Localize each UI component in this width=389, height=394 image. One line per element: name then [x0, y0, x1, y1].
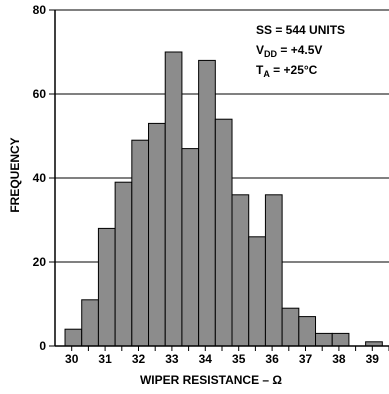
- vdd-annotation: VDD = +4.5V: [256, 43, 322, 59]
- histogram-bar: [181, 148, 200, 347]
- histogram-bar: [114, 181, 133, 347]
- legend-box: SS = 544 UNITS VDD = +4.5V TA = +25°C: [256, 23, 345, 79]
- histogram-bar: [315, 332, 333, 347]
- x-tick-label: 36: [265, 352, 279, 366]
- histogram-bar: [214, 118, 233, 347]
- x-tick-label: 30: [65, 352, 79, 366]
- histogram-bar: [131, 139, 150, 347]
- y-axis-label: FREQUENCY: [8, 137, 22, 212]
- histogram-bar: [281, 307, 300, 347]
- histogram-bar: [248, 236, 266, 347]
- histogram-bar: [148, 122, 166, 347]
- y-tick-label: 0: [39, 339, 46, 353]
- y-tick-label: 20: [33, 255, 47, 269]
- histogram-bar: [164, 51, 183, 347]
- x-tick-label: 33: [165, 352, 179, 366]
- ta-annotation: TA = +25°C: [256, 63, 318, 79]
- x-tick-label: 32: [132, 352, 146, 366]
- histogram-bar: [264, 194, 283, 347]
- sample-size-annotation: SS = 544 UNITS: [256, 23, 345, 37]
- axes: [49, 9, 389, 351]
- x-tick-label: 35: [232, 352, 246, 366]
- x-tick-labels: 30 31 32 33 34 35 36 37 38 39: [65, 352, 379, 366]
- histogram-bar: [198, 59, 216, 347]
- histogram-bar: [231, 194, 250, 347]
- y-tick-label: 40: [33, 171, 47, 185]
- histogram-bar: [64, 328, 83, 347]
- x-axis-label: WIPER RESISTANCE – Ω: [140, 373, 282, 387]
- histogram-bar: [331, 332, 350, 347]
- bars: [64, 51, 383, 347]
- x-tick-label: 31: [98, 352, 112, 366]
- y-tick-label: 60: [33, 87, 47, 101]
- x-tick-label: 39: [366, 352, 380, 366]
- y-tick-labels: 0 20 40 60 80: [33, 3, 47, 353]
- x-tick-label: 34: [199, 352, 213, 366]
- histogram-bar: [97, 227, 116, 347]
- y-tick-label: 80: [33, 3, 47, 17]
- x-tick-label: 37: [299, 352, 313, 366]
- histogram-bar: [298, 316, 317, 347]
- x-tick-label: 38: [332, 352, 346, 366]
- histogram-bar: [81, 299, 99, 347]
